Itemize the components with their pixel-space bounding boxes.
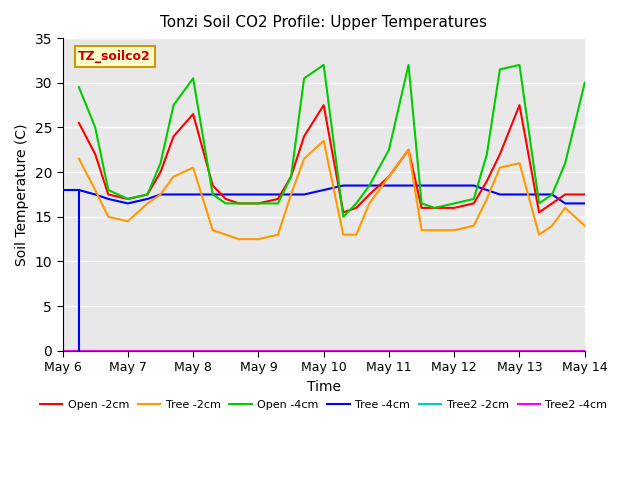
Y-axis label: Soil Temperature (C): Soil Temperature (C)	[15, 123, 29, 266]
Text: TZ_soilco2: TZ_soilco2	[78, 50, 151, 63]
Title: Tonzi Soil CO2 Profile: Upper Temperatures: Tonzi Soil CO2 Profile: Upper Temperatur…	[160, 15, 487, 30]
X-axis label: Time: Time	[307, 380, 340, 394]
Legend: Open -2cm, Tree -2cm, Open -4cm, Tree -4cm, Tree2 -2cm, Tree2 -4cm: Open -2cm, Tree -2cm, Open -4cm, Tree -4…	[35, 395, 612, 414]
